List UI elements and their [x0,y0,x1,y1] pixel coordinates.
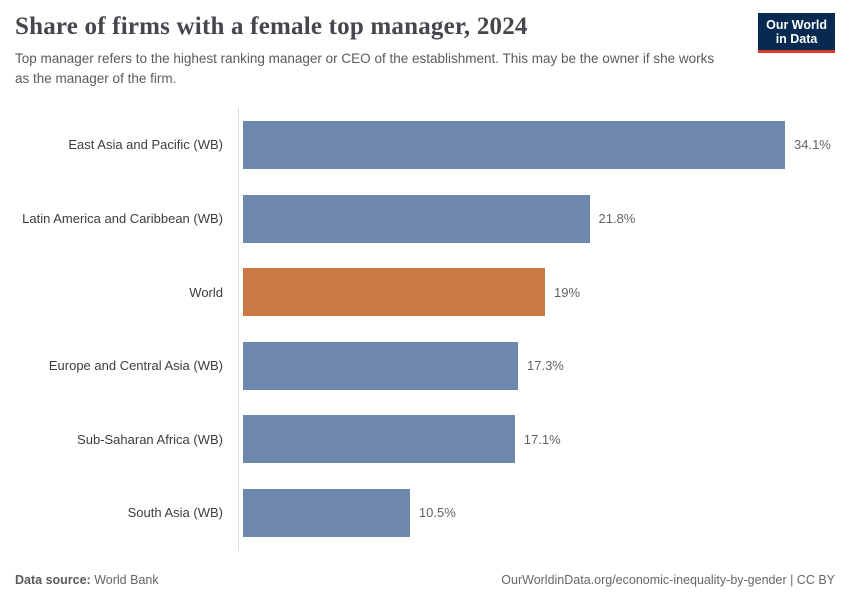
bar-row: South Asia (WB) 10.5% [0,476,850,550]
data-source-value: World Bank [94,573,159,587]
value-label: 17.3% [527,358,564,374]
data-source-label: Data source: [15,573,91,587]
bar-row: Sub-Saharan Africa (WB) 17.1% [0,402,850,477]
chart-header: Share of firms with a female top manager… [0,0,850,88]
value-label: 19% [554,284,581,300]
value-label: 34.1% [794,137,831,153]
owid-logo[interactable]: Our World in Data [758,13,835,53]
bar[interactable] [243,120,785,169]
value-label: 10.5% [418,505,456,521]
bar[interactable] [243,341,518,390]
category-label: Sub-Saharan Africa (WB) [77,431,223,447]
bar-track: 10.5% [238,476,850,550]
bar-track: 17.3% [238,328,850,403]
owid-logo-line1: Our World [766,18,827,32]
bar-row: Latin America and Caribbean (WB) 21.8% [0,181,850,256]
bar-row: Europe and Central Asia (WB) 17.3% [0,328,850,403]
chart-subtitle: Top manager refers to the highest rankin… [15,51,715,86]
bar[interactable] [243,268,545,317]
category-label: East Asia and Pacific (WB) [68,137,223,153]
bar-track: 34.1% [238,108,850,182]
category-label: World [189,284,223,300]
chart-title: Share of firms with a female top manager… [15,13,528,40]
value-label: 17.1% [523,431,561,447]
owid-logo-line2: in Data [775,32,818,47]
bar-chart: East Asia and Pacific (WB) 34.1% Latin Ame… [0,108,850,550]
category-label: South Asia (WB) [127,505,223,521]
category-label: Europe and Central Asia (WB) [48,358,223,374]
bar-track: 21.8% [238,181,850,256]
value-label: 21.8% [598,211,636,227]
data-source: Data source: World Bank [15,573,159,587]
bar[interactable] [243,194,590,243]
bar[interactable] [243,488,410,537]
bar[interactable] [243,415,515,464]
bar-track: 17.1% [238,402,850,477]
attribution-link: OurWorldinData.org/economic-inequality-b… [501,573,835,587]
category-label: Latin America and Caribbean (WB) [22,211,223,227]
chart-footer: Data source: World Bank OurWorldinData.o… [0,573,850,600]
bar-track: 19% [238,255,850,329]
bar-row: East Asia and Pacific (WB) 34.1% [0,108,850,182]
bar-row: World 19% [0,255,850,329]
